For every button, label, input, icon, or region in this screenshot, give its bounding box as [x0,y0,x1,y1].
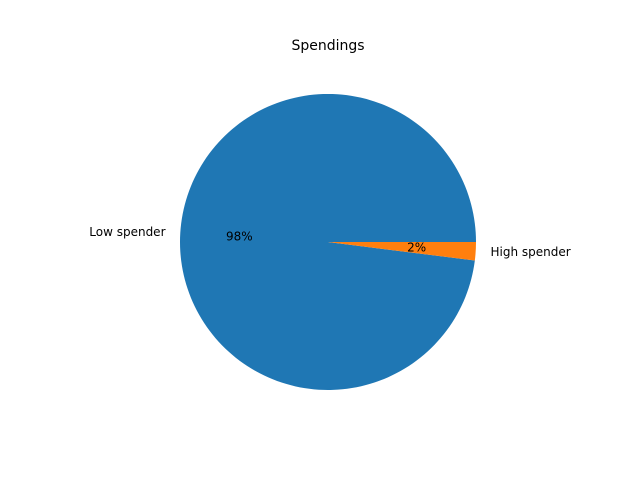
pie-pct-label-high-spender: 2% [407,241,426,255]
pie-slice-high-spender [328,242,476,261]
pie-category-label-low-spender: Low spender [89,225,165,239]
pie-category-label-high-spender: High spender [490,245,570,259]
pie-labels: 98% Low spender 2% High spender [89,225,570,259]
pie-pct-label-low-spender: 98% [226,229,253,243]
pie-slice-low-spender [180,93,476,390]
chart-title: Spendings [291,38,364,54]
pie-slices [180,93,476,390]
